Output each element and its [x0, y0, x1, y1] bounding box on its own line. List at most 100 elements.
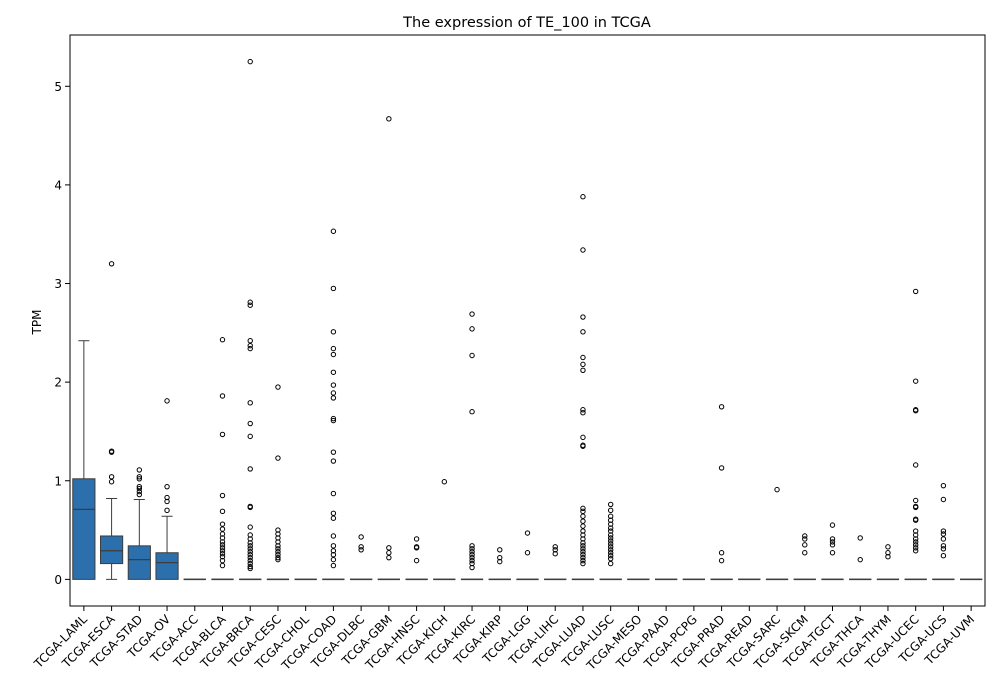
- outlier-point: [247, 302, 253, 308]
- outlier-point: [330, 382, 337, 388]
- outlier-point: [469, 549, 475, 555]
- y-tick-label: 2: [54, 376, 62, 390]
- outlier-point: [552, 551, 558, 557]
- outlier-point: [108, 449, 115, 455]
- outlier-point: [469, 546, 475, 552]
- outlier-point: [219, 542, 226, 548]
- outlier-point: [912, 288, 919, 295]
- outlier-point: [108, 474, 115, 480]
- outlier-point: [247, 557, 253, 564]
- outlier-point: [580, 543, 586, 549]
- outlier-point: [219, 551, 226, 557]
- outlier-point: [164, 498, 170, 505]
- outlier-point: [912, 542, 919, 548]
- outlier-point: [247, 540, 253, 546]
- outlier-point: [497, 558, 503, 565]
- outlier-point: [912, 378, 919, 384]
- outlier-point: [580, 443, 586, 449]
- outlier-point: [580, 552, 586, 558]
- outlier-point: [330, 562, 337, 569]
- outlier-point: [912, 545, 919, 551]
- outlier-point: [580, 329, 586, 335]
- outlier-point: [108, 479, 115, 485]
- outlier-point: [330, 515, 337, 521]
- outlier-point: [580, 508, 586, 515]
- box: [72, 478, 96, 580]
- outlier-point: [940, 496, 947, 503]
- outlier-point: [802, 542, 808, 548]
- outlier-point: [552, 544, 558, 550]
- outlier-point: [912, 539, 919, 545]
- outlier-point: [136, 491, 143, 498]
- outlier-point: [275, 552, 281, 558]
- outlier-point: [330, 329, 337, 335]
- outlier-point: [718, 550, 725, 556]
- outlier-point: [136, 474, 143, 480]
- outlier-point: [247, 554, 253, 561]
- outlier-point: [136, 476, 143, 482]
- outlier-point: [829, 539, 836, 545]
- outlier-point: [330, 415, 337, 422]
- outlier-point: [247, 338, 253, 344]
- outlier-point: [607, 501, 614, 508]
- outlier-point: [219, 545, 226, 551]
- outlier-point: [857, 556, 863, 563]
- outlier-point: [580, 560, 586, 567]
- outlier-point: [469, 552, 475, 558]
- outlier-point: [330, 449, 337, 455]
- outlier-point: [413, 545, 420, 551]
- outlier-point: [247, 400, 253, 406]
- outlier-point: [330, 556, 337, 563]
- outlier-point: [441, 479, 448, 485]
- outlier-point: [607, 553, 614, 559]
- outlier-point: [912, 548, 919, 554]
- outlier-point: [718, 465, 725, 471]
- outlier-point: [718, 404, 725, 410]
- outlier-point: [164, 483, 170, 490]
- outlier-point: [330, 390, 337, 396]
- outlier-point: [940, 546, 947, 552]
- outlier-point: [247, 549, 253, 555]
- outlier-point: [108, 261, 115, 267]
- outlier-point: [497, 547, 503, 553]
- outlier-point: [580, 361, 586, 368]
- outlier-point: [912, 497, 919, 504]
- outlier-point: [247, 563, 253, 570]
- outlier-point: [247, 58, 253, 65]
- outlier-point: [524, 530, 531, 536]
- outlier-point: [580, 554, 586, 561]
- outlier-point: [580, 354, 586, 361]
- y-tick-label: 5: [54, 80, 62, 94]
- outlier-point: [330, 552, 337, 558]
- outlier-point: [829, 550, 836, 556]
- outlier-point: [607, 544, 614, 550]
- outlier-point: [330, 285, 337, 292]
- box: [100, 535, 124, 565]
- outlier-point: [607, 547, 614, 553]
- outlier-point: [469, 543, 475, 549]
- outlier-point: [940, 553, 947, 559]
- outlier-point: [885, 544, 891, 550]
- outlier-point: [912, 504, 919, 511]
- outlier-point: [247, 546, 253, 552]
- outlier-point: [219, 539, 226, 545]
- outlier-point: [275, 554, 281, 561]
- outlier-point: [802, 536, 808, 542]
- outlier-point: [469, 409, 475, 415]
- outlier-point: [580, 557, 586, 564]
- outlier-point: [940, 531, 947, 537]
- outlier-point: [247, 543, 253, 549]
- outlier-point: [247, 433, 253, 440]
- outlier-point: [247, 466, 253, 472]
- outlier-point: [940, 482, 947, 489]
- outlier-point: [912, 517, 919, 523]
- outlier-point: [829, 522, 836, 528]
- outlier-point: [164, 507, 170, 514]
- outlier-point: [607, 541, 614, 547]
- outlier-point: [275, 455, 281, 461]
- outlier-point: [136, 483, 143, 490]
- outlier-point: [774, 486, 780, 493]
- outlier-point: [330, 351, 337, 358]
